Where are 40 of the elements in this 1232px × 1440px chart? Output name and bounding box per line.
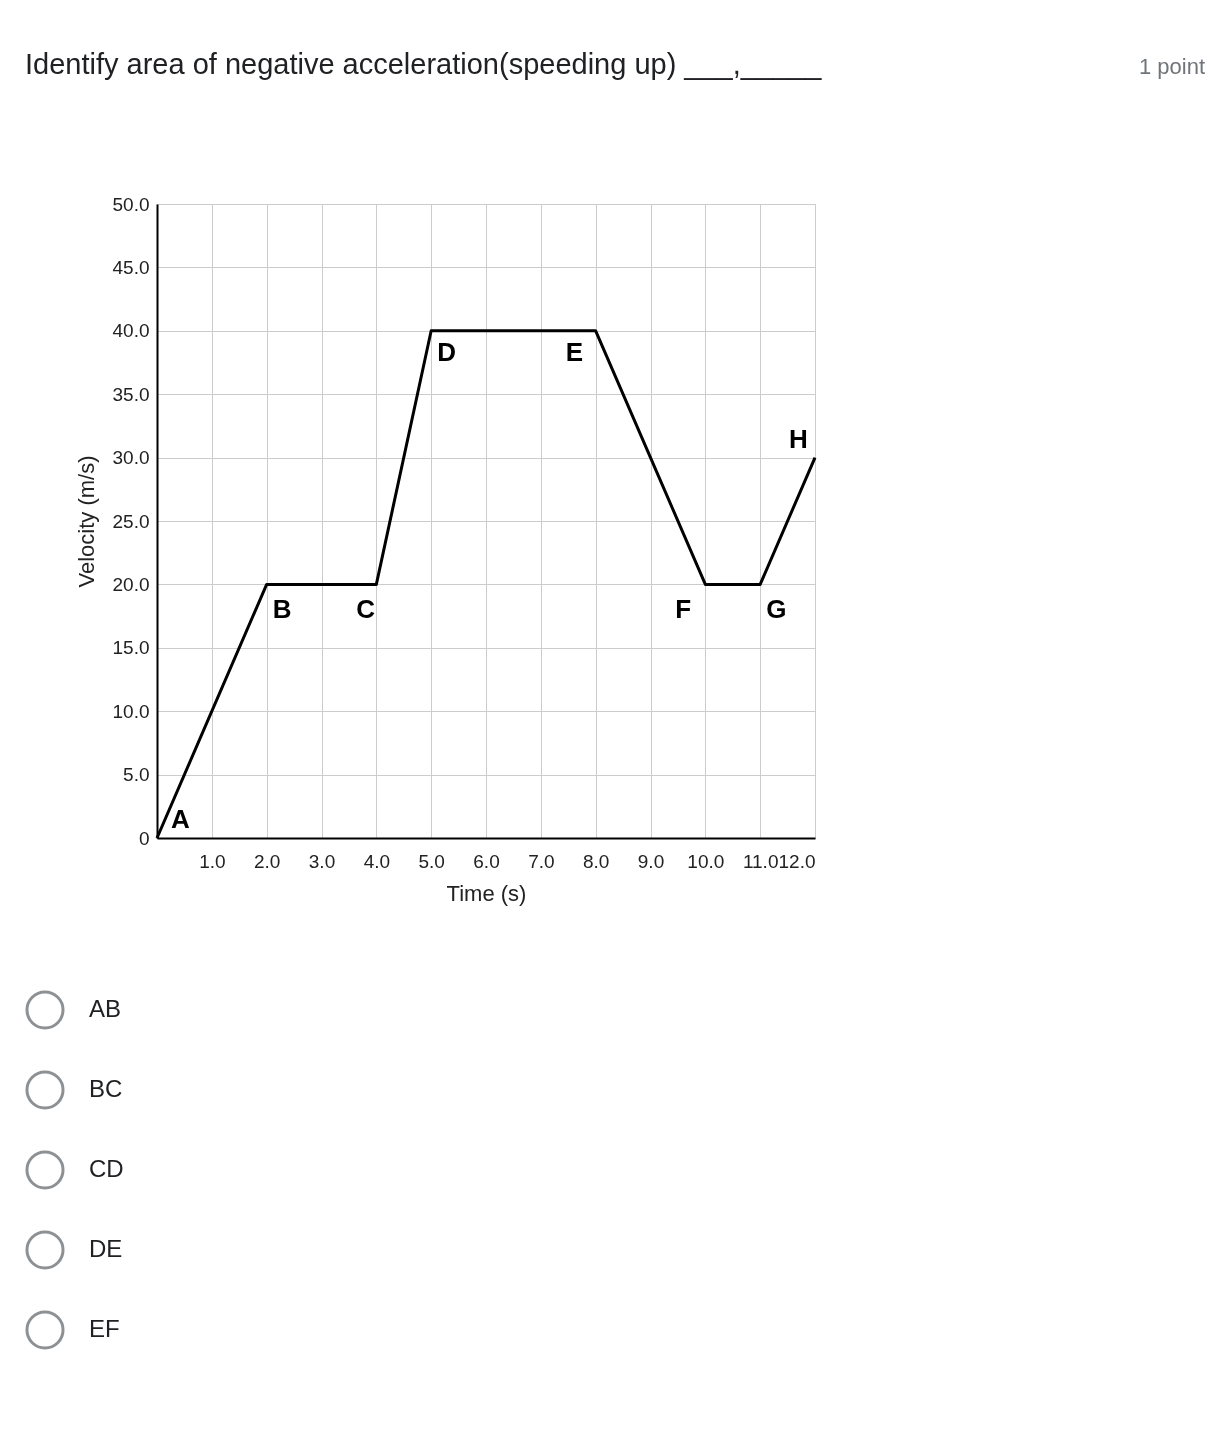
y-tick-label: 30.0 (112, 447, 150, 469)
y-tick-label: 15.0 (112, 637, 150, 659)
y-tick-label: 5.0 (123, 764, 150, 786)
annotation: B (272, 594, 292, 625)
annotation: G (766, 594, 787, 625)
x-tick-label: 4.0 (363, 850, 391, 872)
annotation: H (789, 423, 808, 454)
text: DE (89, 1235, 123, 1262)
x-tick-label: 9.0 (637, 850, 665, 872)
y-tick-label: 0 (138, 827, 150, 849)
y-tick-label: 45.0 (112, 256, 150, 278)
x-tick-label: 12.0 (778, 850, 816, 872)
y-tick-label: 10.0 (112, 700, 150, 722)
y-tick-label: 35.0 (112, 383, 150, 405)
text: AB (89, 995, 122, 1022)
text: EF (89, 1315, 120, 1342)
x-tick-label: 3.0 (308, 850, 336, 872)
text: 1 point (1138, 54, 1205, 79)
text: BC (89, 1075, 123, 1102)
annotation: C (356, 594, 376, 625)
y-tick-label: 50.0 (112, 193, 150, 215)
x-tick-label: 11.0 (742, 850, 779, 872)
y-axis-title: Velocity (m/s) (73, 455, 99, 588)
x-tick-label: 2.0 (253, 850, 281, 872)
x-tick-label: 8.0 (582, 850, 610, 872)
annotation: D (437, 336, 456, 367)
annotation: A (171, 804, 190, 834)
x-axis-title: Time (s) (446, 880, 527, 906)
x-tick-label: 7.0 (528, 850, 555, 872)
chart-title: Identify area of negative acceleration(speeding up) ___,_____ (25, 48, 823, 80)
x-tick-label: 10.0 (687, 850, 725, 872)
annotation: F (675, 594, 692, 625)
x-tick-label: 1.0 (199, 850, 226, 872)
annotation: E (565, 336, 584, 367)
x-tick-label: 5.0 (418, 850, 445, 872)
text: CD (89, 1155, 124, 1182)
x-tick-label: 6.0 (473, 850, 500, 872)
y-tick-label: 20.0 (112, 573, 150, 595)
y-tick-label: 25.0 (112, 510, 150, 532)
y-tick-label: 40.0 (112, 320, 150, 342)
